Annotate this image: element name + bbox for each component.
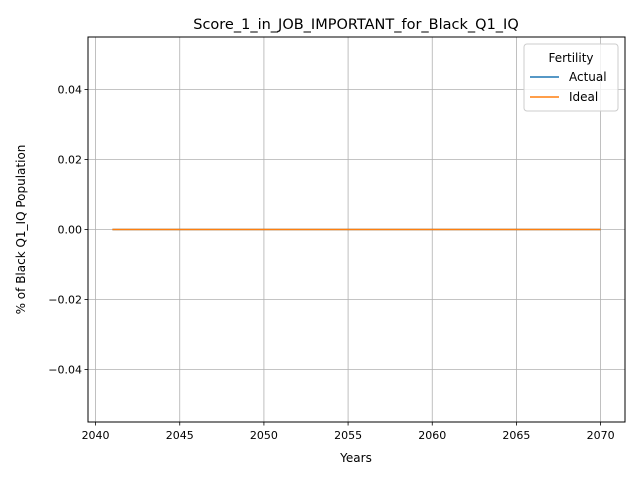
x-tick-label: 2070	[587, 429, 615, 442]
legend-title: Fertility	[548, 51, 593, 65]
legend-label-ideal: Ideal	[569, 90, 598, 104]
y-tick-label: 0.02	[58, 154, 83, 167]
x-tick-label: 2045	[166, 429, 194, 442]
legend: Fertility Actual Ideal	[523, 43, 619, 112]
y-tick-label: −0.02	[48, 294, 82, 307]
legend-label-actual: Actual	[569, 70, 607, 84]
y-axis: −0.04 −0.02 0.00 0.02 0.04	[48, 84, 88, 377]
x-tick-label: 2040	[82, 429, 110, 442]
x-tick-label: 2060	[418, 429, 446, 442]
y-tick-label: −0.04	[48, 364, 82, 377]
y-axis-label: % of Black Q1_IQ Population	[14, 145, 28, 315]
x-axis: 2040 2045 2050 2055 2060 2065 2070	[82, 422, 615, 442]
x-tick-label: 2055	[334, 429, 362, 442]
x-axis-label: Years	[339, 451, 372, 465]
chart-title: Score_1_in_JOB_IMPORTANT_for_Black_Q1_IQ	[193, 17, 519, 33]
grid	[88, 37, 625, 422]
x-tick-label: 2065	[502, 429, 530, 442]
x-tick-label: 2050	[250, 429, 278, 442]
y-tick-label: 0.04	[58, 84, 83, 97]
y-tick-label: 0.00	[58, 224, 83, 237]
legend-box	[523, 43, 619, 112]
